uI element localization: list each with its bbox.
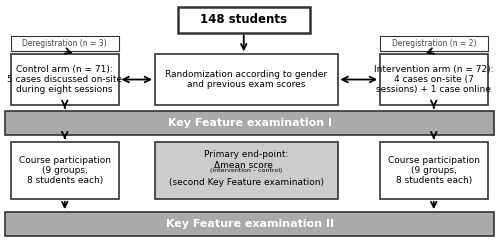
FancyBboxPatch shape [5, 212, 494, 236]
Text: Control arm (n = 71):
5 cases discussed on-site
during eight sessions: Control arm (n = 71): 5 cases discussed … [7, 65, 122, 94]
Text: (intervention – control): (intervention – control) [210, 168, 282, 174]
FancyBboxPatch shape [11, 54, 118, 105]
Text: Key Feature examination II: Key Feature examination II [166, 219, 334, 229]
Text: (second Key Feature examination): (second Key Feature examination) [169, 178, 324, 187]
FancyBboxPatch shape [380, 142, 488, 199]
Text: Δmean score: Δmean score [214, 161, 273, 170]
Text: Key Feature examination I: Key Feature examination I [168, 118, 332, 128]
Text: Randomization according to gender
and previous exam scores: Randomization according to gender and pr… [165, 70, 328, 89]
Text: Course participation
(9 groups,
8 students each): Course participation (9 groups, 8 studen… [19, 156, 111, 185]
Text: Intervention arm (n = 72):
4 cases on-site (7
sessions) + 1 case online: Intervention arm (n = 72): 4 cases on-si… [374, 65, 494, 94]
Text: Course participation
(9 groups,
8 students each): Course participation (9 groups, 8 studen… [388, 156, 480, 185]
FancyBboxPatch shape [155, 54, 338, 105]
FancyBboxPatch shape [178, 7, 310, 33]
FancyBboxPatch shape [155, 142, 338, 199]
FancyBboxPatch shape [11, 36, 118, 51]
Text: Deregistration (n = 3): Deregistration (n = 3) [22, 39, 107, 48]
Text: 148 students: 148 students [200, 13, 287, 26]
Text: Primary end-point:: Primary end-point: [204, 150, 288, 159]
FancyBboxPatch shape [380, 36, 488, 51]
FancyBboxPatch shape [5, 111, 494, 135]
Text: Deregistration (n = 2): Deregistration (n = 2) [392, 39, 476, 48]
FancyBboxPatch shape [11, 142, 118, 199]
FancyBboxPatch shape [380, 54, 488, 105]
